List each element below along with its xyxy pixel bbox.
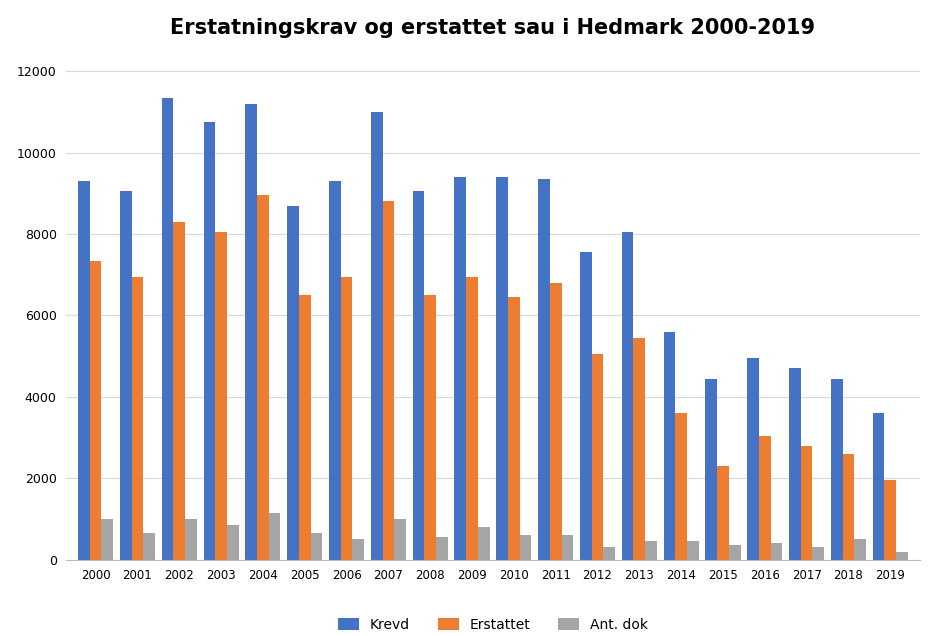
Bar: [592, 354, 603, 560]
Bar: [215, 232, 227, 560]
Bar: [340, 277, 353, 560]
Bar: [204, 122, 215, 560]
Bar: [132, 277, 143, 560]
Legend: Krevd, Erstattet, Ant. dok: Krevd, Erstattet, Ant. dok: [332, 612, 654, 636]
Bar: [789, 368, 801, 560]
Bar: [78, 181, 90, 560]
Bar: [520, 536, 532, 560]
Bar: [717, 466, 729, 560]
Bar: [646, 541, 657, 560]
Bar: [246, 104, 257, 560]
Bar: [675, 413, 687, 560]
Bar: [383, 202, 394, 560]
Bar: [550, 283, 561, 560]
Bar: [371, 112, 383, 560]
Bar: [729, 546, 740, 560]
Bar: [394, 519, 406, 560]
Bar: [353, 539, 364, 560]
Bar: [687, 541, 699, 560]
Bar: [633, 338, 646, 560]
Bar: [622, 232, 633, 560]
Bar: [561, 536, 574, 560]
Bar: [603, 548, 615, 560]
Bar: [801, 446, 812, 560]
Bar: [425, 295, 436, 560]
Bar: [759, 436, 771, 560]
Bar: [896, 551, 908, 560]
Bar: [843, 454, 854, 560]
Bar: [873, 413, 884, 560]
Bar: [143, 533, 155, 560]
Bar: [162, 98, 173, 560]
Bar: [329, 181, 340, 560]
Title: Erstatningskrav og erstattet sau i Hedmark 2000-2019: Erstatningskrav og erstattet sau i Hedma…: [171, 18, 815, 38]
Bar: [436, 537, 447, 560]
Bar: [119, 191, 132, 560]
Bar: [497, 177, 508, 560]
Bar: [299, 295, 311, 560]
Bar: [227, 525, 239, 560]
Bar: [269, 513, 281, 560]
Bar: [538, 179, 550, 560]
Bar: [830, 378, 843, 560]
Bar: [90, 261, 101, 560]
Bar: [185, 519, 197, 560]
Bar: [854, 539, 866, 560]
Bar: [508, 297, 520, 560]
Bar: [257, 195, 269, 560]
Bar: [771, 543, 782, 560]
Bar: [173, 222, 185, 560]
Bar: [747, 358, 759, 560]
Bar: [454, 177, 466, 560]
Bar: [664, 332, 675, 560]
Bar: [812, 548, 824, 560]
Bar: [478, 527, 489, 560]
Bar: [884, 480, 896, 560]
Bar: [580, 252, 592, 560]
Bar: [466, 277, 478, 560]
Bar: [412, 191, 425, 560]
Bar: [101, 519, 113, 560]
Bar: [311, 533, 322, 560]
Bar: [705, 378, 717, 560]
Bar: [287, 205, 299, 560]
